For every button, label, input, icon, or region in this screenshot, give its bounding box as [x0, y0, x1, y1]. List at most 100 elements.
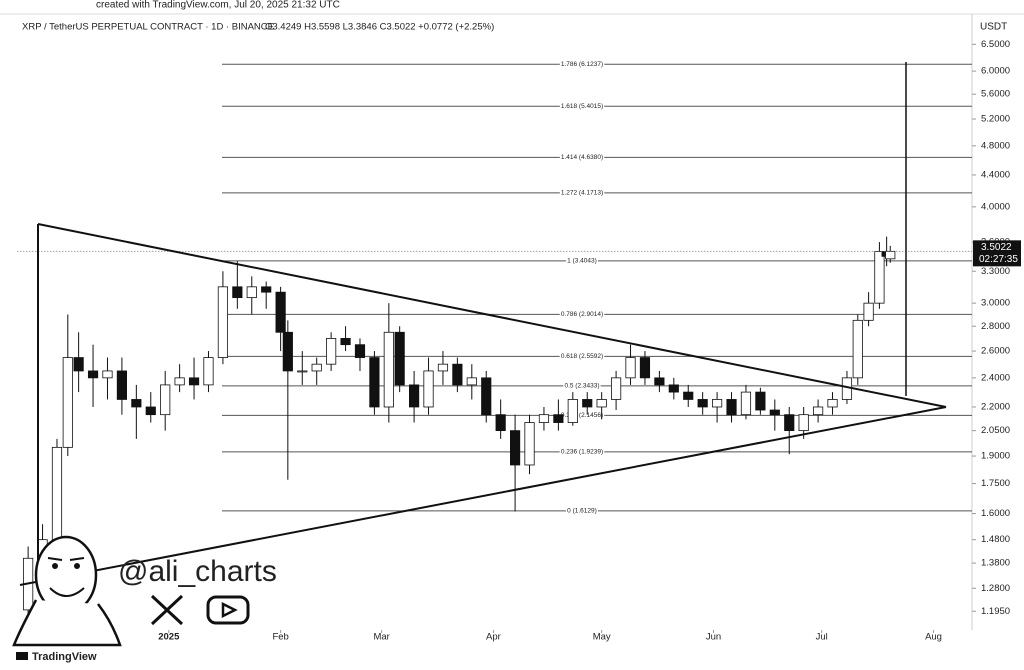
candle-body [538, 414, 550, 423]
x-tick-label: Mar [373, 632, 389, 643]
candle-body [102, 370, 113, 379]
x-tick-label: 2025 [158, 632, 180, 643]
candle-body [174, 377, 185, 386]
candle-body [567, 399, 578, 423]
candle-body [145, 406, 156, 416]
x-logo [150, 594, 184, 626]
candle-body [596, 399, 607, 408]
y-unit: USDT [980, 22, 1007, 33]
fib-label: 1.272 (4.1713) [561, 190, 603, 197]
candle-body [452, 363, 463, 386]
watermark: @ali_charts [118, 555, 277, 588]
y-tick-label: 3.0000 [981, 298, 1010, 309]
candle-body [798, 414, 809, 432]
avatar [12, 535, 122, 647]
candle-body [409, 384, 420, 408]
y-tick-label: 1.2800 [981, 583, 1010, 594]
candle-body [813, 406, 824, 416]
candle-body [62, 357, 73, 448]
candle-body [51, 446, 63, 541]
candle-body [495, 414, 506, 432]
y-tick-label: 4.0000 [981, 201, 1010, 212]
candle-body [160, 384, 171, 416]
candle-body [769, 409, 780, 416]
y-tick-label: 1.1950 [981, 606, 1010, 617]
y-tick-label: 2.2000 [981, 401, 1010, 412]
price-tag [973, 240, 1021, 267]
candle-body [246, 286, 257, 299]
fib-label: 0.236 (1.9239) [561, 449, 603, 456]
x-tick-label: Aug [925, 632, 942, 643]
candle-body [668, 384, 679, 393]
candle-body [87, 370, 99, 379]
candle-body [553, 414, 564, 423]
candle-body [311, 363, 322, 372]
y-tick-label: 1.6000 [981, 508, 1010, 519]
candle-body [697, 399, 708, 408]
candle-body [852, 319, 863, 379]
footer [0, 648, 1024, 665]
candle-body [625, 357, 636, 379]
y-tick-label: 5.6000 [981, 89, 1010, 100]
upper-trendline [37, 223, 947, 408]
candle-body [275, 291, 286, 333]
candle-body [326, 338, 337, 365]
candle-body [203, 357, 214, 386]
ohlc-label: O3.4249 H3.5598 L3.3846 C3.5022 +0.0772 … [265, 22, 494, 33]
fib-label: 1.414 (4.6380) [561, 154, 603, 161]
y-tick-label: 5.2000 [981, 114, 1010, 125]
fib-label: 0.618 (2.5592) [561, 353, 603, 360]
x-tick-label: Jun [706, 632, 721, 643]
y-tick-label: 2.4000 [981, 372, 1010, 383]
candle-body [784, 414, 795, 432]
candle-body [232, 286, 243, 299]
candle-body [712, 399, 723, 408]
plot: 6.5000 6.0000 5.6000 5.2000 4.8000 4.4000 4.00… [17, 39, 1010, 643]
candle-body [73, 357, 84, 372]
y-tick-label: 4.4000 [981, 169, 1010, 180]
candle-body [383, 331, 394, 408]
lower-trendline [19, 406, 947, 586]
chart-title: XRP / TetherUS PERPETUAL CONTRACT · 1D ·… [22, 22, 274, 33]
candle-body [726, 399, 737, 416]
fib-label: 1.786 (6.1237) [561, 61, 603, 68]
x-tick-label: Feb [272, 632, 288, 643]
x-tick-label: Jul [816, 632, 828, 643]
candle-body [863, 302, 874, 321]
y-tick-label: 4.8000 [981, 140, 1010, 151]
candle-body [654, 377, 665, 386]
candle-body [639, 357, 651, 379]
candle-body [354, 344, 366, 358]
candle-body [116, 370, 127, 400]
fib-label: 0 (1.6129) [567, 508, 597, 515]
y-tick-label: 2.8000 [981, 321, 1010, 332]
created-label: created with TradingView.com, Jul 20, 20… [96, 0, 340, 11]
y-tick-label: 6.0000 [981, 66, 1010, 77]
candle-body [394, 331, 405, 386]
y-tick-label: 6.5000 [981, 39, 1010, 50]
candle-body [755, 391, 766, 411]
candle-body [217, 286, 228, 358]
candle-body [582, 399, 593, 408]
fib-label: 1 (3.4043) [567, 258, 597, 265]
candle-body [282, 331, 293, 372]
candle-body [481, 377, 492, 416]
fib-label: 0.786 (2.9014) [561, 311, 603, 318]
candle-body [874, 251, 885, 304]
candle-body [369, 357, 380, 408]
candle-body [683, 391, 694, 400]
candle-body [423, 370, 434, 408]
y-tick-label: 3.3000 [981, 266, 1010, 277]
y-tick-label: 1.4800 [981, 534, 1010, 545]
candle-body [611, 377, 622, 400]
candle-body [261, 286, 272, 293]
candle-body [885, 250, 896, 260]
candle-body [340, 338, 351, 346]
fib-label: 0.5 (2.3433) [564, 383, 599, 390]
candle-body [437, 363, 449, 372]
x-tick-label: Apr [486, 632, 501, 643]
last-price-label: 3.5022 [981, 242, 1012, 253]
countdown: 02:27:35 [979, 254, 1018, 265]
fib-label: 0.382 (2.1456) [561, 412, 603, 419]
